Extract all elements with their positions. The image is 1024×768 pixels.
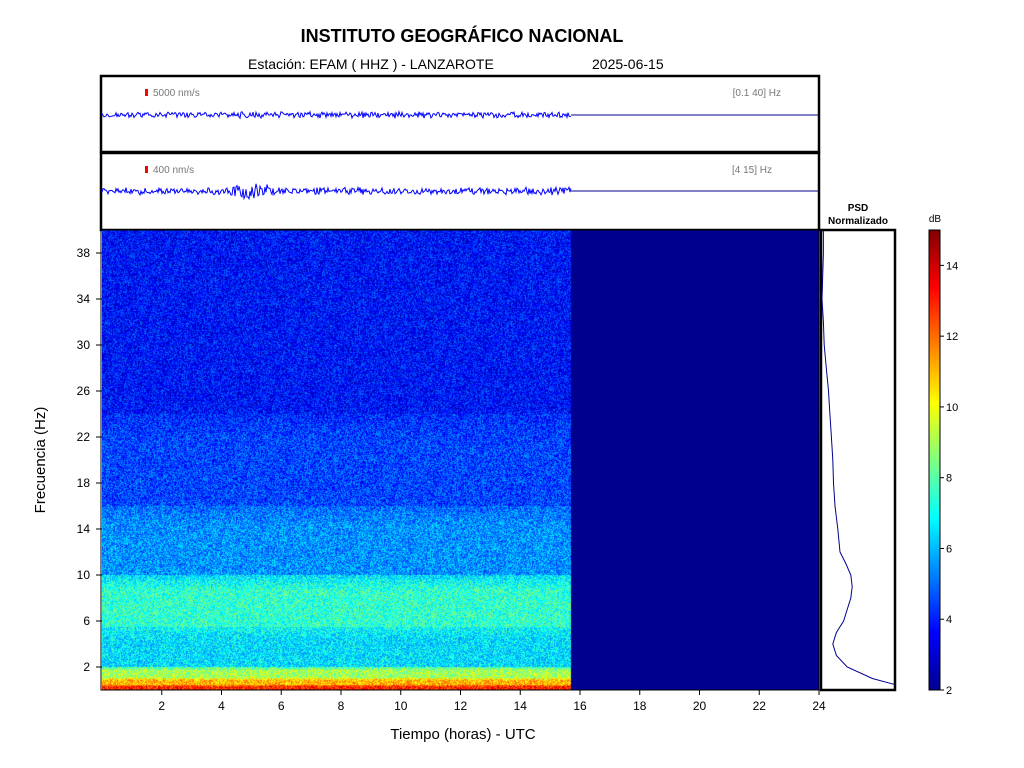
psd-curve (821, 230, 895, 685)
y-tick-label: 2 (83, 660, 90, 674)
y-tick-label: 10 (77, 568, 91, 582)
trace-1-waveform (101, 110, 572, 120)
x-tick-label: 24 (812, 699, 826, 713)
x-tick-label: 22 (753, 699, 767, 713)
x-tick-label: 4 (218, 699, 225, 713)
trace-2-scale-bar (145, 166, 148, 173)
x-tick-label: 6 (278, 699, 285, 713)
x-tick-label: 14 (514, 699, 528, 713)
y-tick-label: 6 (83, 614, 90, 628)
colorbar-tick-label: 12 (946, 331, 958, 343)
trace-2-band-label: [4 15] Hz (732, 165, 772, 176)
y-tick-label: 30 (77, 338, 91, 352)
x-tick-label: 8 (338, 699, 345, 713)
colorbar-tick-label: 6 (946, 543, 952, 555)
colorbar-gradient (928, 229, 941, 691)
date-label: 2025-06-15 (592, 56, 664, 72)
trace-2-scale-label: 400 nm/s (153, 165, 194, 176)
y-tick-label: 22 (77, 430, 91, 444)
trace-2-waveform (101, 183, 572, 201)
y-tick-label: 18 (77, 476, 91, 490)
x-axis: 2 4 6 8 10 12 14 16 18 20 22 24 (158, 690, 826, 713)
colorbar-unit: dB (929, 214, 942, 225)
trace-panel-1: 5000 nm/s [0.1 40] Hz (99, 74, 821, 154)
y-tick-label: 14 (77, 522, 91, 536)
y-axis-label: Frecuencia (Hz) (32, 407, 49, 514)
spectrogram-area (102, 230, 819, 690)
y-tick-label: 38 (77, 246, 91, 260)
trace-panel-2: 400 nm/s [4 15] Hz (99, 151, 821, 232)
station-label: Estación: EFAM ( HHZ ) - LANZAROTE (248, 56, 494, 72)
colorbar-tick-label: 10 (946, 402, 958, 414)
trace-1-scale-label: 5000 nm/s (153, 88, 200, 99)
colorbar-tick-label: 2 (946, 685, 952, 697)
x-tick-label: 10 (394, 699, 408, 713)
colorbar: dB 2 4 6 8 10 12 14 (928, 214, 958, 697)
x-tick-label: 2 (158, 699, 165, 713)
y-tick-label: 34 (77, 292, 91, 306)
colorbar-tick-label: 14 (946, 260, 958, 272)
x-tick-label: 18 (633, 699, 647, 713)
psd-title-line1: PSD (848, 203, 869, 214)
trace-1-band-label: [0.1 40] Hz (733, 88, 781, 99)
trace-panel-1-frame (99, 74, 821, 154)
psd-title-line2: Normalizado (828, 216, 888, 227)
colorbar-ticks: 2 4 6 8 10 12 14 (940, 260, 958, 697)
x-tick-label: 20 (693, 699, 707, 713)
figure-title: INSTITUTO GEOGRÁFICO NACIONAL (300, 26, 624, 46)
psd-panel: PSD Normalizado (819, 203, 897, 692)
y-tick-label: 26 (77, 384, 91, 398)
colorbar-tick-label: 8 (946, 473, 952, 485)
x-tick-label: 12 (454, 699, 468, 713)
psd-frame (819, 228, 897, 692)
colorbar-tick-label: 4 (946, 614, 952, 626)
x-tick-label: 16 (573, 699, 587, 713)
trace-1-scale-bar (145, 89, 148, 96)
spectrogram-canvas (102, 230, 819, 690)
x-axis-label: Tiempo (horas) - UTC (390, 726, 535, 743)
